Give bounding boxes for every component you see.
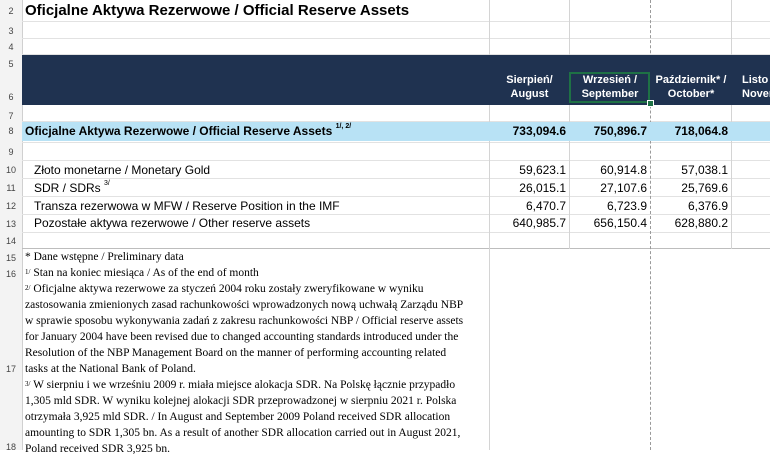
total-row-label-text: Oficjalne Aktywa Rezerwowe / Official Re…	[25, 124, 333, 138]
column-header-line: Nover	[742, 88, 770, 100]
note-preliminary[interactable]: * Dane wstępne / Preliminary data	[25, 251, 184, 263]
cell-value[interactable]: 6,376.9	[687, 199, 728, 213]
column-header-line: October*	[667, 88, 715, 100]
cell-value[interactable]: 733,094.6	[512, 124, 566, 138]
selected-cell[interactable]	[569, 72, 650, 103]
note-line: zastosowania zmienionych zasad rachunkow…	[25, 299, 464, 311]
grid-line	[22, 248, 770, 249]
row-label-sdrs[interactable]: SDR / SDRs 3/	[34, 180, 110, 195]
column-header-october[interactable]: Październik* / October*	[651, 73, 731, 105]
row-number[interactable]: 14	[5, 236, 16, 246]
row-number[interactable]: 4	[8, 42, 14, 52]
column-header-line: Październik* /	[655, 74, 727, 86]
column-line	[569, 0, 570, 55]
row-label-text: SDR / SDRs	[34, 181, 101, 195]
grid-line	[22, 21, 770, 22]
row-number[interactable]: 8	[8, 126, 14, 136]
row-number[interactable]: 16	[5, 269, 16, 279]
note-line-text: Oficjalne aktywa rezerwowe za styczeń 20…	[33, 283, 424, 295]
grid-line	[22, 196, 770, 197]
total-row-label[interactable]: Oficjalne Aktywa Rezerwowe / Official Re…	[25, 123, 352, 138]
row-number[interactable]: 10	[5, 165, 16, 175]
column-line	[489, 105, 490, 450]
cell-value[interactable]: 6,723.9	[606, 199, 647, 213]
row-label-monetary-gold[interactable]: Złoto monetarne / Monetary Gold	[34, 163, 211, 177]
row-number[interactable]: 3	[8, 26, 14, 36]
footnote-marker: 3/	[25, 380, 31, 388]
grid-line	[22, 232, 770, 233]
row-number[interactable]: 15	[5, 253, 16, 263]
column-header-line: Sierpień/	[506, 74, 553, 86]
note-text: Stan na koniec miesiąca / As of the end …	[33, 267, 259, 279]
row-number[interactable]: 17	[5, 364, 16, 374]
cell-value[interactable]: 27,107.6	[600, 181, 647, 195]
sheet-title[interactable]: Oficjalne Aktywa Rezerwowe / Official Re…	[25, 2, 410, 19]
note-line: w sprawie sposobu wykonywania zadań z za…	[25, 315, 464, 327]
row-number[interactable]: 2	[8, 6, 14, 16]
footnote-marker: 3/	[104, 180, 110, 187]
footnote-marker: 1/	[25, 268, 31, 276]
note-line: for January 2004 have been revised due t…	[25, 331, 459, 343]
cell-value[interactable]: 640,985.7	[512, 216, 566, 230]
grid-line	[22, 142, 770, 143]
column-header-august[interactable]: Sierpień/ August	[490, 73, 569, 105]
column-line	[731, 105, 732, 249]
column-header-november[interactable]: Listo Nover	[732, 73, 770, 105]
note-line: 3/ W sierpniu i we wrześniu 2009 r. miał…	[25, 377, 490, 393]
note-line: 2/ Oficjalne aktywa rezerwowe za styczeń…	[25, 281, 490, 297]
cell-value[interactable]: 25,769.6	[681, 181, 728, 195]
row-number[interactable]: 18	[5, 442, 16, 452]
column-header-line: September	[581, 88, 639, 100]
row-header-column	[0, 0, 23, 450]
column-line	[731, 0, 732, 55]
row-number[interactable]: 12	[5, 201, 16, 211]
note-line: 1,305 mld SDR. W wyniku kolejnej alokacj…	[25, 395, 457, 407]
cell-value[interactable]: 750,896.7	[593, 124, 647, 138]
row-label-other-reserve-assets[interactable]: Pozostałe aktywa rezerwowe / Other reser…	[34, 216, 311, 230]
cell-value[interactable]: 628,880.2	[674, 216, 728, 230]
page-break-line	[650, 0, 651, 450]
grid-line	[22, 38, 770, 39]
row-label-reserve-position[interactable]: Transza rezerwowa w MFW / Reserve Positi…	[34, 199, 340, 213]
footnote-marker: 1/, 2/	[335, 123, 352, 130]
note-line-text: W sierpniu i we wrześniu 2009 r. miała m…	[33, 379, 456, 391]
note-end-of-month[interactable]: 1/ Stan na koniec miesiąca / As of the e…	[25, 265, 490, 281]
column-line	[569, 105, 570, 249]
total-row-highlight	[22, 122, 770, 141]
note-line: Resolution of the NBP Management Board o…	[25, 347, 447, 359]
note-sdr-allocation[interactable]: 3/ W sierpniu i we wrześniu 2009 r. miał…	[25, 377, 490, 457]
cell-value[interactable]: 656,150.4	[593, 216, 647, 230]
row-number[interactable]: 7	[8, 111, 14, 121]
note-line: Poland received SDR 3,925 bn.	[25, 443, 171, 455]
cell-value[interactable]: 60,914.8	[600, 163, 647, 177]
column-header-line: Listo	[742, 74, 769, 86]
grid-line	[22, 178, 770, 179]
column-header-line: August	[510, 88, 549, 100]
grid-line	[22, 214, 770, 215]
footnote-marker: 2/	[25, 284, 31, 292]
column-header-september[interactable]: Wrzesień / September	[570, 73, 650, 105]
row-number[interactable]: 11	[6, 183, 16, 193]
row-number[interactable]: 6	[8, 92, 14, 102]
note-line: otrzymała 3,925 mld SDR. / In August and…	[25, 411, 451, 423]
cell-value[interactable]: 26,015.1	[519, 181, 566, 195]
grid-line	[22, 54, 770, 55]
row-number[interactable]: 13	[5, 219, 16, 229]
fill-handle[interactable]	[647, 100, 654, 107]
cell-value[interactable]: 718,064.8	[674, 124, 728, 138]
row-number[interactable]: 5	[8, 59, 14, 69]
grid-line	[22, 160, 770, 161]
column-line	[489, 0, 490, 55]
cell-value[interactable]: 6,470.7	[525, 199, 566, 213]
grid-line	[22, 121, 770, 122]
column-header-line: Wrzesień /	[582, 74, 638, 86]
note-line: amounting to SDR 1,305 bn. As a result o…	[25, 427, 461, 439]
cell-value[interactable]: 59,623.1	[519, 163, 566, 177]
note-line: tasks at the National Bank of Poland.	[25, 363, 196, 375]
note-accounting-revision[interactable]: 2/ Oficjalne aktywa rezerwowe za styczeń…	[25, 281, 490, 377]
header-band	[22, 55, 770, 105]
row-number[interactable]: 9	[8, 147, 14, 157]
cell-value[interactable]: 57,038.1	[681, 163, 728, 177]
